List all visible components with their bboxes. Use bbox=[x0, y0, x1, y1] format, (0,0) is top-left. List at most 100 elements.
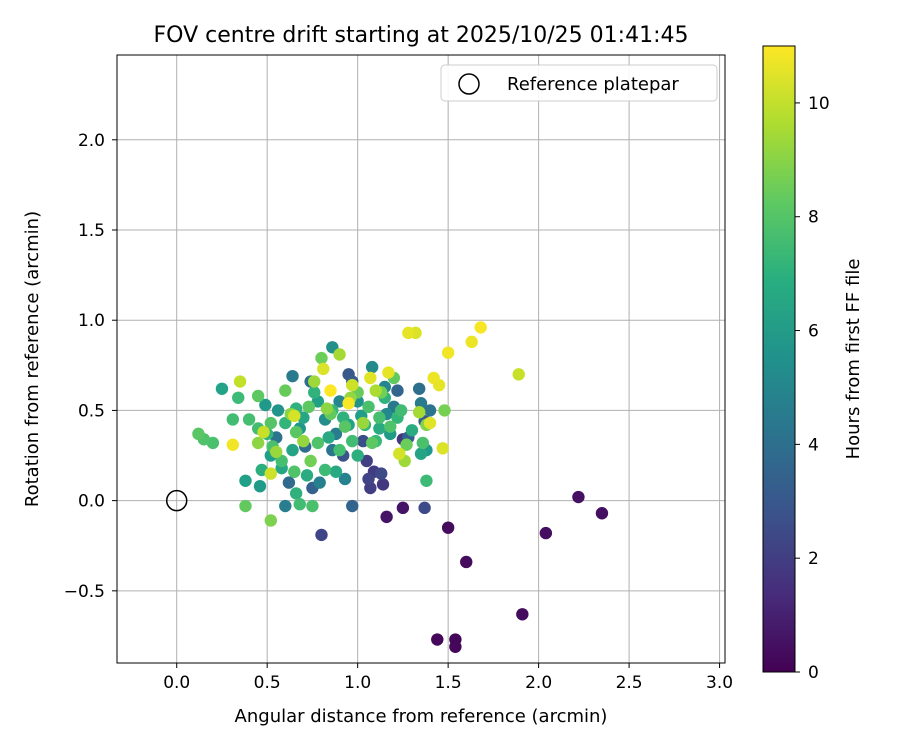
data-point bbox=[192, 427, 205, 441]
data-point bbox=[460, 555, 473, 569]
data-point bbox=[572, 490, 585, 504]
data-point bbox=[380, 510, 393, 524]
data-point bbox=[418, 501, 431, 515]
data-point bbox=[288, 465, 301, 478]
data-point bbox=[251, 389, 265, 403]
data-point bbox=[346, 499, 359, 513]
data-point bbox=[288, 409, 301, 423]
data-point bbox=[465, 335, 478, 349]
data-point bbox=[286, 443, 299, 457]
data-point bbox=[427, 371, 440, 385]
data-point bbox=[333, 348, 346, 361]
data-point bbox=[382, 366, 395, 379]
y-axis-label: Rotation from reference (arcmin) bbox=[22, 211, 43, 507]
data-point bbox=[251, 436, 265, 450]
data-point bbox=[226, 413, 240, 426]
data-point bbox=[315, 528, 328, 542]
data-point bbox=[253, 479, 267, 493]
data-point bbox=[423, 404, 437, 417]
data-point bbox=[412, 406, 426, 419]
data-point bbox=[289, 425, 303, 439]
data-point bbox=[279, 384, 292, 397]
data-point bbox=[271, 404, 285, 417]
grid bbox=[117, 55, 725, 663]
data-point bbox=[402, 326, 415, 340]
data-point bbox=[264, 467, 278, 480]
colorbar-tick-label: 8 bbox=[808, 208, 819, 228]
plot-background bbox=[117, 55, 725, 663]
x-tick-label: 0.0 bbox=[163, 673, 190, 693]
colorbar-tick-label: 2 bbox=[808, 549, 819, 569]
chart-title: FOV centre drift starting at 2025/10/25 … bbox=[154, 23, 689, 48]
x-tick-label: 3.0 bbox=[706, 673, 733, 693]
data-point bbox=[308, 375, 321, 388]
data-point bbox=[436, 442, 449, 455]
plot-area: 0.0 0.5 1.0 1.5 2.0 2.5 3.0 −0.5 0.0 0.5 1.0 1.5 2.… bbox=[64, 54, 733, 693]
data-point bbox=[329, 465, 343, 478]
colorbar-tick-label: 0 bbox=[808, 663, 819, 683]
legend-label-reference: Reference platepar bbox=[507, 74, 679, 95]
data-point bbox=[441, 521, 455, 534]
data-point bbox=[342, 397, 355, 410]
data-point bbox=[264, 416, 278, 430]
data-point bbox=[423, 416, 437, 430]
data-point bbox=[420, 474, 433, 487]
data-point bbox=[318, 463, 332, 477]
y-tick-label: 1.5 bbox=[78, 221, 105, 241]
data-point bbox=[313, 476, 326, 489]
data-point bbox=[412, 382, 426, 395]
y-tick-label: 0.5 bbox=[78, 401, 105, 421]
data-point bbox=[356, 416, 370, 430]
data-point bbox=[362, 472, 375, 486]
colorbar-ticks: 0 2 4 6 8 10 bbox=[795, 94, 830, 683]
data-point bbox=[226, 438, 240, 451]
data-point bbox=[289, 487, 303, 500]
data-point bbox=[304, 454, 317, 468]
data-point bbox=[405, 424, 419, 437]
x-tick-label: 2.0 bbox=[525, 673, 552, 693]
data-point bbox=[449, 640, 462, 653]
data-point bbox=[364, 371, 377, 385]
data-point bbox=[416, 436, 430, 450]
data-point bbox=[232, 391, 245, 404]
x-axis-ticks: 0.0 0.5 1.0 1.5 2.0 2.5 3.0 bbox=[163, 663, 733, 693]
x-axis-label: Angular distance from reference (arcmin) bbox=[235, 706, 608, 727]
data-point bbox=[297, 434, 310, 448]
data-point bbox=[286, 369, 299, 383]
data-point bbox=[539, 526, 553, 540]
y-tick-label: −0.5 bbox=[64, 582, 105, 602]
reference-platepar-marker bbox=[165, 489, 188, 512]
data-point bbox=[373, 422, 386, 435]
data-point bbox=[346, 434, 359, 448]
data-point bbox=[414, 447, 428, 460]
data-point bbox=[400, 438, 413, 451]
legend-box bbox=[440, 64, 718, 102]
plot-frame bbox=[116, 54, 726, 664]
data-point bbox=[259, 398, 272, 412]
data-point bbox=[376, 478, 390, 491]
x-tick-label: 1.0 bbox=[344, 673, 371, 693]
data-point bbox=[595, 507, 609, 520]
data-point bbox=[333, 443, 346, 457]
legend: Reference platepar bbox=[440, 64, 718, 102]
colorbar-tick-label: 4 bbox=[808, 435, 819, 455]
data-point bbox=[351, 449, 364, 462]
scatter-series bbox=[192, 321, 609, 653]
data-point bbox=[431, 633, 444, 646]
data-point bbox=[282, 476, 296, 489]
data-point bbox=[215, 382, 229, 395]
data-point bbox=[438, 404, 451, 417]
data-point bbox=[373, 411, 386, 424]
data-point bbox=[365, 436, 379, 450]
data-point bbox=[362, 400, 375, 414]
data-point bbox=[516, 608, 529, 621]
reference-marker-group bbox=[165, 489, 188, 512]
data-point bbox=[346, 378, 359, 392]
data-point bbox=[374, 467, 388, 480]
data-point bbox=[239, 499, 252, 513]
data-point bbox=[242, 413, 256, 426]
colorbar-tick-label: 10 bbox=[808, 94, 830, 114]
colorbar-gradient bbox=[763, 46, 795, 672]
data-point bbox=[293, 498, 306, 511]
